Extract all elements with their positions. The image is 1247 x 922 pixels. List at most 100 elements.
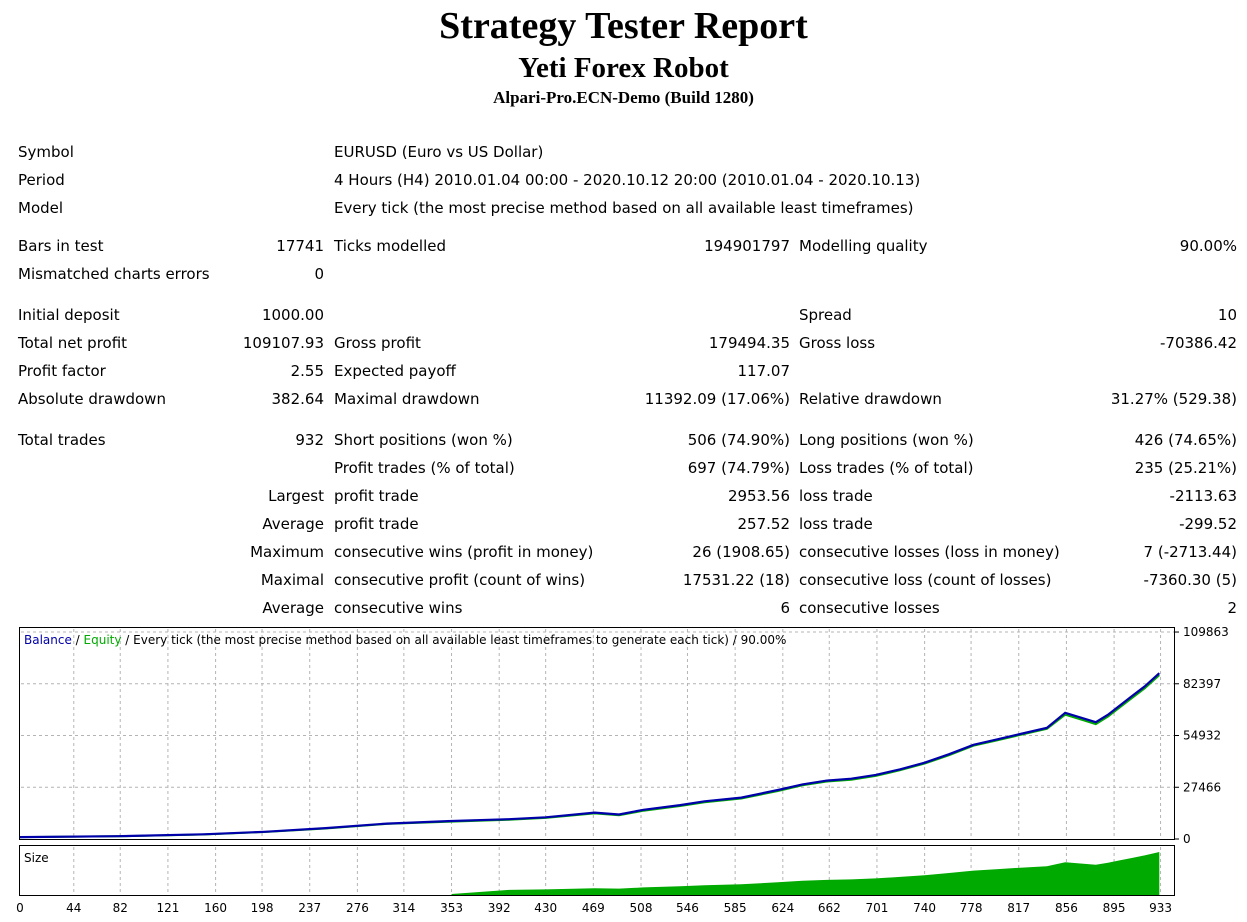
gross-profit-label: Gross profit <box>334 334 421 352</box>
main-plot-frame <box>19 627 1175 840</box>
x-tick-label: 546 <box>676 901 699 915</box>
profit-factor-label: Profit factor <box>18 362 106 380</box>
x-tick-label: 469 <box>582 901 605 915</box>
max-consecutive-losses-value: 7 (-2713.44) <box>1143 543 1237 561</box>
y-tick-label: 0 <box>1183 832 1191 846</box>
balance-series-line <box>19 672 1161 839</box>
average-loss-value: -299.52 <box>1179 515 1237 533</box>
x-tick-label: 895 <box>1103 901 1126 915</box>
x-tick-label: 82 <box>113 901 128 915</box>
deposit-label: Initial deposit <box>18 306 120 324</box>
x-tick-label: 237 <box>298 901 321 915</box>
largest-loss-value: -2113.63 <box>1169 487 1237 505</box>
long-positions-label: Long positions (won %) <box>799 431 974 449</box>
max-consecutive-wins-value: 26 (1908.65) <box>692 543 790 561</box>
average-profit-value: 257.52 <box>737 515 791 533</box>
x-tick-label: 701 <box>865 901 888 915</box>
x-tick-label: 430 <box>534 901 557 915</box>
maximum-label: Maximum <box>250 543 324 561</box>
maximal-consecutive-loss-label: consecutive loss (count of losses) <box>799 571 1052 589</box>
legend-equity: Equity <box>84 633 122 647</box>
average-loss-label: loss trade <box>799 515 873 533</box>
maximal-drawdown-value: 11392.09 (17.06%) <box>644 390 790 408</box>
x-tick-label: 160 <box>204 901 227 915</box>
x-tick-label: 508 <box>630 901 653 915</box>
maximal-consecutive-profit-label: consecutive profit (count of wins) <box>334 571 586 589</box>
model-value: Every tick (the most precise method base… <box>334 199 914 217</box>
symbol-label: Symbol <box>18 143 74 161</box>
bars-value: 17741 <box>276 237 324 255</box>
total-trades-label: Total trades <box>18 431 106 449</box>
largest-profit-value: 2953.56 <box>727 487 790 505</box>
robot-name: Yeti Forex Robot <box>518 52 729 84</box>
y-axis-ticks: 0 27466 54932 82397 109863 <box>1174 625 1229 846</box>
y-tick-label: 109863 <box>1183 625 1229 639</box>
ticks-value: 194901797 <box>704 237 790 255</box>
mismatch-label: Mismatched charts errors <box>18 265 210 283</box>
quality-value: 90.00% <box>1179 237 1237 255</box>
x-tick-label: 817 <box>1007 901 1030 915</box>
x-tick-label: 314 <box>392 901 415 915</box>
absolute-drawdown-label: Absolute drawdown <box>18 390 166 408</box>
largest-profit-label: profit trade <box>334 487 419 505</box>
maximal-consecutive-loss-value: -7360.30 (5) <box>1143 571 1237 589</box>
avg-consecutive-losses-label: consecutive losses <box>799 599 940 617</box>
x-tick-label: 121 <box>156 901 179 915</box>
expected-payoff-value: 117.07 <box>737 362 791 380</box>
loss-trades-value: 235 (25.21%) <box>1134 459 1237 477</box>
net-profit-label: Total net profit <box>18 334 128 352</box>
size-histogram <box>451 852 1160 895</box>
x-tick-label: 933 <box>1149 901 1172 915</box>
maximal-label: Maximal <box>260 571 324 589</box>
net-profit-value: 109107.93 <box>242 334 324 352</box>
x-tick-label: 740 <box>913 901 936 915</box>
x-tick-label: 585 <box>724 901 747 915</box>
avg-consecutive-wins-label: consecutive wins <box>334 599 463 617</box>
profit-trades-label: Profit trades (% of total) <box>334 459 515 477</box>
short-positions-label: Short positions (won %) <box>334 431 513 449</box>
x-tick-label: 662 <box>818 901 841 915</box>
symbol-value: EURUSD (Euro vs US Dollar) <box>334 143 544 161</box>
x-tick-label: 856 <box>1055 901 1078 915</box>
relative-drawdown-value: 31.27% (529.38) <box>1110 390 1237 408</box>
profit-factor-value: 2.55 <box>290 362 324 380</box>
profit-trades-value: 697 (74.79%) <box>687 459 790 477</box>
maximal-consecutive-profit-value: 17531.22 (18) <box>682 571 790 589</box>
total-trades-value: 932 <box>295 431 324 449</box>
quality-label: Modelling quality <box>799 237 928 255</box>
legend-description: / Every tick (the most precise method ba… <box>121 633 786 647</box>
avg-consecutive-losses-value: 2 <box>1227 599 1237 617</box>
average-label: Average <box>262 515 324 533</box>
max-consecutive-wins-label: consecutive wins (profit in money) <box>334 543 594 561</box>
bars-label: Bars in test <box>18 237 104 255</box>
report-title: Strategy Tester Report <box>439 5 808 47</box>
gross-loss-value: -70386.42 <box>1160 334 1237 352</box>
absolute-drawdown-value: 382.64 <box>271 390 325 408</box>
largest-label: Largest <box>268 487 324 505</box>
size-bars <box>451 852 1160 895</box>
loss-trades-label: Loss trades (% of total) <box>799 459 974 477</box>
relative-drawdown-label: Relative drawdown <box>799 390 942 408</box>
server-build: Alpari-Pro.ECN-Demo (Build 1280) <box>493 88 754 107</box>
x-tick-label: 0 <box>16 901 24 915</box>
deposit-value: 1000.00 <box>261 306 324 324</box>
long-positions-value: 426 (74.65%) <box>1134 431 1237 449</box>
mismatch-value: 0 <box>314 265 324 283</box>
x-tick-label: 778 <box>960 901 983 915</box>
average-profit-label: profit trade <box>334 515 419 533</box>
y-tick-label: 54932 <box>1183 729 1221 743</box>
x-tick-label: 353 <box>440 901 463 915</box>
chart-legend: Balance / Equity / Every tick (the most … <box>24 633 786 647</box>
maximal-drawdown-label: Maximal drawdown <box>334 390 480 408</box>
spread-label: Spread <box>799 306 852 324</box>
max-consecutive-losses-label: consecutive losses (loss in money) <box>799 543 1060 561</box>
period-value: 4 Hours (H4) 2010.01.04 00:00 - 2020.10.… <box>334 171 921 189</box>
average-consecutive-label: Average <box>262 599 324 617</box>
horizontal-grid <box>21 631 1174 788</box>
gross-loss-label: Gross loss <box>799 334 876 352</box>
largest-loss-label: loss trade <box>799 487 873 505</box>
short-positions-value: 506 (74.90%) <box>687 431 790 449</box>
legend-balance: Balance <box>24 633 72 647</box>
x-tick-label: 44 <box>66 901 81 915</box>
